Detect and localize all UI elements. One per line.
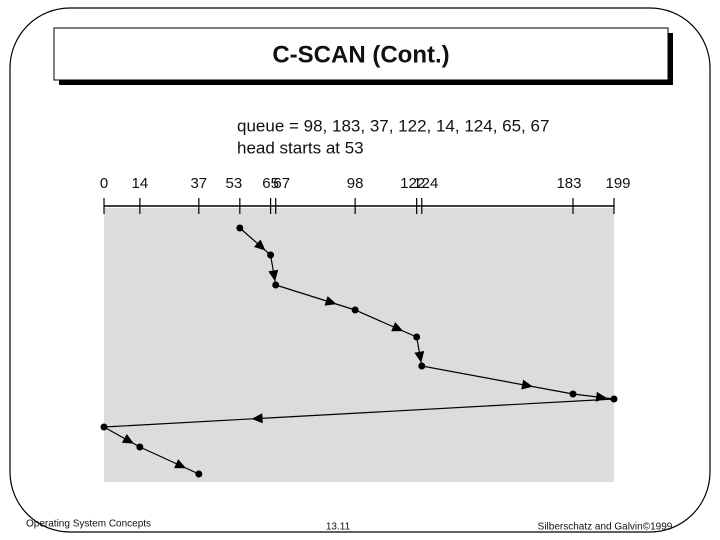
tick-label: 67 (273, 175, 290, 192)
tick-label: 183 (556, 175, 581, 192)
arrowhead (324, 296, 337, 306)
arrowhead (253, 239, 266, 251)
slide-title: C-SCAN (Cont.) (272, 41, 449, 68)
tick-label: 0 (100, 175, 108, 192)
head-position (610, 395, 618, 403)
arrowhead (121, 433, 134, 444)
tick-label: 14 (132, 175, 149, 192)
footer-center: 13.11 (326, 522, 351, 533)
tick-label: 53 (225, 175, 242, 192)
arrowhead (268, 269, 279, 282)
diagram-background (104, 208, 614, 482)
tick-label: 98 (347, 175, 364, 192)
head-position (569, 390, 577, 398)
head-position (100, 423, 108, 431)
arrowhead (521, 379, 534, 390)
tick-label: 124 (413, 175, 438, 192)
head-position (418, 362, 426, 370)
arrowhead (174, 459, 187, 469)
head-position (413, 333, 421, 341)
footer-right: Silberschatz and Galvin©1999 (538, 522, 673, 533)
head-position (136, 443, 144, 451)
arrowhead (595, 391, 608, 402)
queue-label: queue = 98, 183, 37, 122, 14, 124, 65, 6… (237, 116, 549, 135)
arrowhead (414, 351, 425, 363)
tick-label: 122 (400, 175, 425, 192)
arrowhead (391, 322, 404, 332)
arrowhead (251, 413, 263, 424)
footer-left: Operating System Concepts (26, 519, 151, 530)
head-position (195, 470, 203, 478)
tick-label: 65 (262, 175, 279, 192)
head-position (351, 306, 359, 314)
tick-label: 37 (190, 175, 207, 192)
title-box (53, 27, 669, 81)
head-position (267, 251, 275, 259)
head-label: head starts at 53 (237, 138, 364, 157)
head-position (236, 224, 244, 232)
tick-label: 199 (605, 175, 630, 192)
head-position (272, 281, 280, 289)
